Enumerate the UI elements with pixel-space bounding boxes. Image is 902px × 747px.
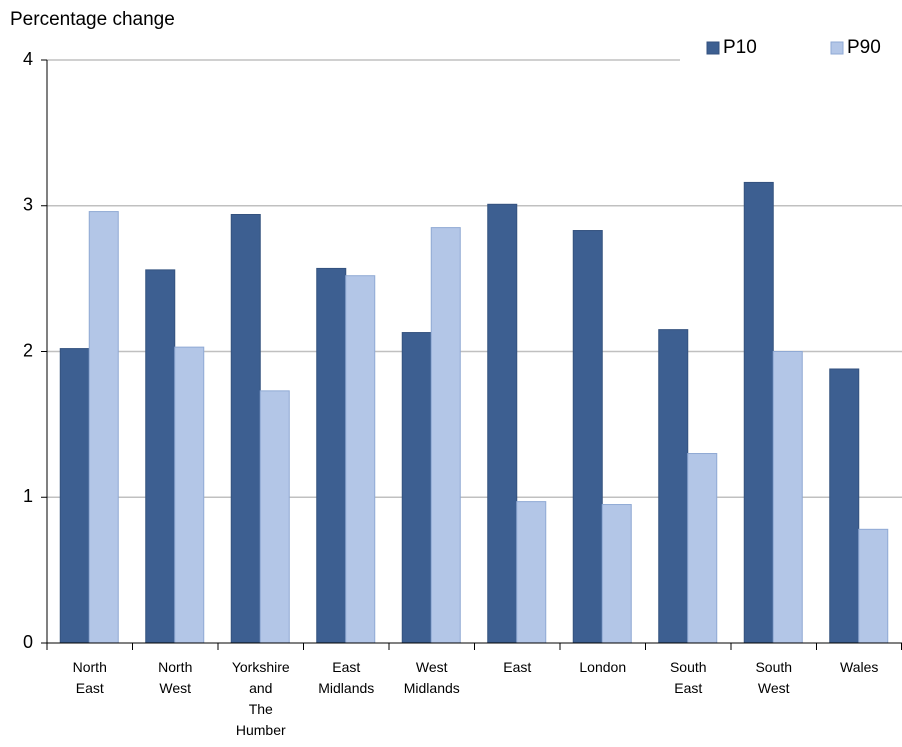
x-tick-label: West Midlands bbox=[403, 659, 460, 696]
bar bbox=[259, 390, 290, 644]
x-tick-label: North West bbox=[158, 659, 193, 696]
bar bbox=[687, 453, 718, 644]
bar bbox=[230, 213, 261, 644]
bar bbox=[572, 230, 603, 644]
bar bbox=[743, 181, 774, 644]
bar bbox=[401, 332, 432, 644]
bar bbox=[829, 368, 860, 644]
bar bbox=[345, 275, 376, 644]
bar bbox=[316, 267, 347, 644]
bar bbox=[772, 351, 803, 644]
bar bbox=[487, 203, 518, 644]
y-tick-label: 3 bbox=[23, 195, 33, 215]
x-tick-label: London bbox=[579, 659, 627, 675]
x-tick-label: South West bbox=[755, 659, 793, 696]
bar bbox=[658, 329, 689, 644]
legend-label: P90 bbox=[847, 37, 881, 58]
bar bbox=[430, 227, 461, 644]
bar bbox=[174, 346, 205, 644]
y-tick-label: 0 bbox=[23, 632, 33, 652]
legend-swatch bbox=[830, 41, 844, 55]
x-tick-label: North East bbox=[72, 659, 107, 696]
bar bbox=[516, 501, 547, 644]
legend-label: P10 bbox=[723, 37, 757, 58]
y-tick-label: 4 bbox=[23, 49, 33, 69]
legend-swatch bbox=[706, 41, 720, 55]
bar bbox=[145, 269, 176, 644]
bar bbox=[88, 211, 119, 644]
bar bbox=[59, 348, 90, 644]
x-tick-label: East Midlands bbox=[318, 659, 375, 696]
y-tick-label: 1 bbox=[23, 486, 33, 506]
bar bbox=[601, 504, 632, 644]
bar bbox=[858, 528, 889, 644]
y-tick-label: 2 bbox=[23, 340, 33, 360]
x-tick-label: South East bbox=[669, 659, 707, 696]
x-tick-label: Wales bbox=[840, 659, 879, 675]
x-tick-label: Yorkshire and The Humber bbox=[231, 659, 290, 738]
y-axis-title: Percentage change bbox=[10, 9, 175, 30]
x-tick-label: East bbox=[503, 659, 532, 675]
